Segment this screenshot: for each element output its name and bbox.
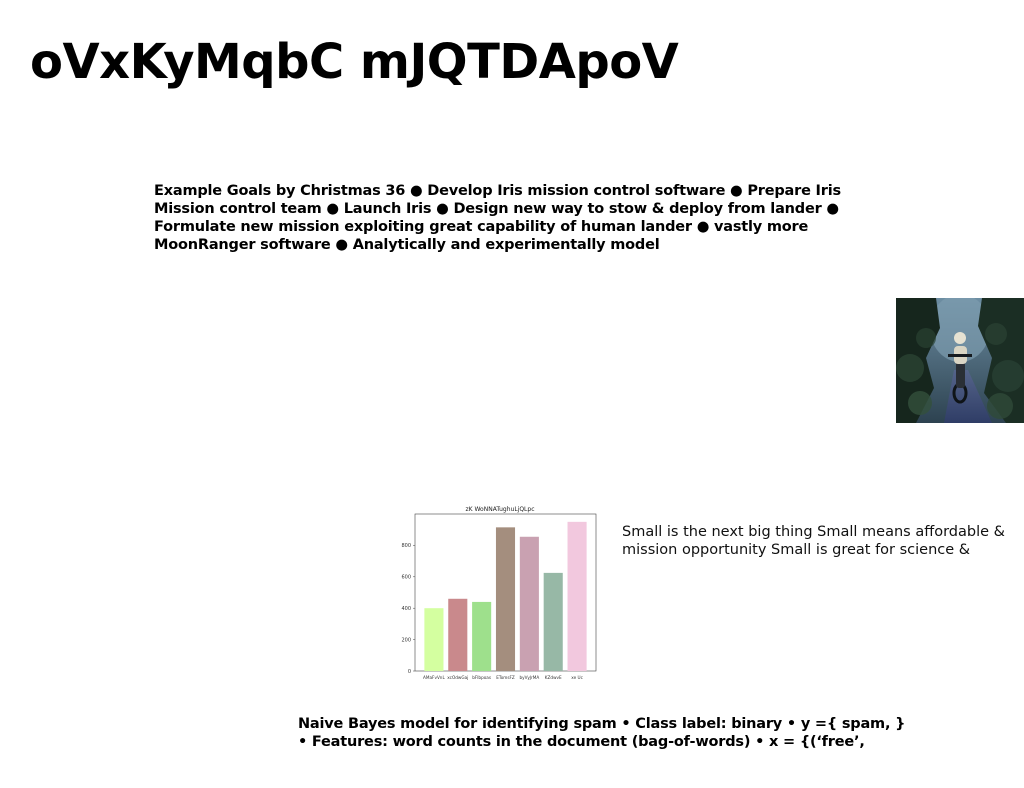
x-tick-label: xe Uc bbox=[571, 675, 583, 680]
bar-4 bbox=[519, 536, 539, 671]
bar-1 bbox=[448, 598, 468, 671]
naive-bayes-text: Naive Bayes model for identifying spam •… bbox=[298, 716, 906, 750]
bar-0 bbox=[424, 608, 444, 671]
x-tick-label: bFlbpoas bbox=[472, 675, 491, 680]
bar-5 bbox=[543, 572, 563, 671]
x-tick-label: xcOdwGaj bbox=[447, 675, 468, 680]
goals-text: Example Goals by Christmas 36 ● Develop … bbox=[154, 183, 841, 253]
bar-6 bbox=[567, 521, 587, 671]
x-tick-label: byVyJrMA bbox=[519, 675, 539, 680]
y-tick-label: 800 bbox=[401, 543, 411, 549]
y-tick-label: 200 bbox=[401, 637, 411, 643]
y-tick-label: 400 bbox=[401, 606, 411, 612]
motorcycle-photo bbox=[896, 298, 1024, 423]
bar-3 bbox=[495, 527, 516, 671]
bar-2 bbox=[472, 601, 492, 671]
x-tick-label: ETomsFZ bbox=[496, 675, 515, 680]
slide-title: oVxKyMqbC mJQTDApoV bbox=[30, 34, 679, 90]
bar-chart-svg: zK WoNNATughuLjQLpc 0 200 400 600 800 AMaFvV… bbox=[401, 506, 597, 680]
bar-chart: zK WoNNATughuLjQLpc 0 200 400 600 800 AMaFvV… bbox=[396, 500, 608, 684]
y-tick-label: 0 bbox=[408, 669, 411, 675]
x-tick-label: KZdwvE bbox=[545, 675, 562, 680]
chart-title: zK WoNNATughuLjQLpc bbox=[465, 506, 534, 513]
x-tick-label: AMaFvVnL bbox=[423, 675, 445, 680]
y-tick-label: 600 bbox=[401, 575, 411, 581]
small-is-big-text: Small is the next big thing Small means … bbox=[622, 524, 1005, 558]
motorcycle-rider-forest-photo-icon bbox=[896, 298, 1024, 423]
